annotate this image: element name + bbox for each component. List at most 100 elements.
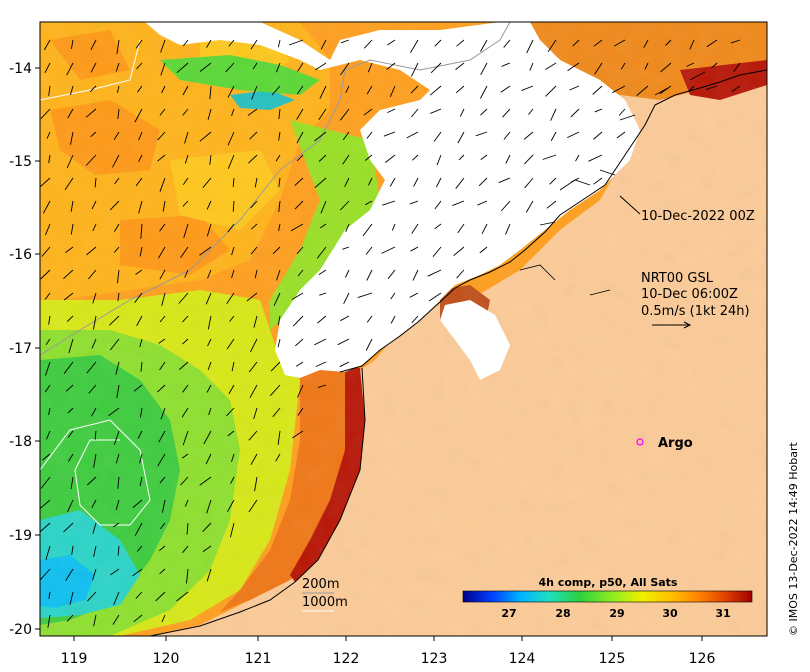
current-vector [475,131,488,137]
current-vector [288,39,304,46]
current-vector [43,39,51,51]
current-vector [134,108,143,123]
current-vector [92,315,97,330]
y-tick-label: -18 [9,434,32,450]
current-vector [157,154,166,162]
current-vector [295,361,304,367]
current-vector [113,246,120,253]
current-vector [254,269,258,279]
current-vector [250,246,258,255]
current-vector [505,223,511,235]
current-vector [227,430,235,437]
current-vector [161,499,166,513]
depth-label-1000m: 1000m [302,595,348,610]
current-vector [387,269,396,279]
current-vector [250,338,258,353]
current-vector [206,223,212,237]
current-vector [139,246,143,257]
current-vector [339,361,350,368]
current-vector [411,223,419,234]
current-vector [363,39,373,49]
current-vector [689,39,695,50]
current-vector [730,39,741,44]
current-vector [182,200,189,207]
current-vector [314,177,327,188]
current-vector [272,246,281,255]
current-vector [180,246,189,259]
current-vector [116,269,120,284]
current-vector [318,108,327,120]
current-vector [109,200,120,211]
current-vector [410,85,419,94]
current-vector [248,499,258,513]
current-vector [229,315,235,322]
current-vector [455,62,465,70]
current-vector [452,200,465,207]
current-vector [117,545,120,556]
colorbar-title: 4h comp, p50, All Sats [539,576,678,589]
current-vector [365,338,373,351]
current-vector [456,269,465,279]
current-vector [636,85,649,96]
current-vector [46,131,51,139]
current-vector [184,499,189,507]
depth-label-200m: 200m [302,577,339,592]
current-vector [206,384,212,393]
current-vector [549,177,557,185]
current-vector [570,177,580,183]
current-vector [117,292,120,301]
current-vector [480,39,488,52]
current-vector [65,246,74,253]
current-vector [232,177,235,187]
current-vector [250,200,258,209]
current-vector [67,430,74,438]
current-vector [389,85,396,97]
colorbar-tick: 30 [662,607,678,620]
current-vector [296,246,304,255]
current-vector [44,223,51,236]
current-vector [132,568,143,577]
current-vector [251,85,258,100]
current-vector [71,545,74,555]
y-tick-label: -14 [9,61,32,77]
current-vector [503,39,511,48]
current-vector [135,269,143,275]
current-vector [459,108,465,117]
current-vector [659,85,672,95]
current-vector [40,568,51,580]
current-vector [70,131,74,145]
current-vector [159,223,166,232]
current-vector [205,292,212,305]
current-vector [40,476,51,489]
y-tick-label: -20 [9,622,32,638]
current-vector [161,614,166,623]
current-vector [70,476,74,489]
current-vector [364,154,373,161]
current-vector [207,108,212,120]
current-vector [45,545,51,560]
current-vector [199,62,212,72]
current-vector [389,177,396,187]
y-tick-label: -15 [9,154,32,170]
current-vector [382,200,396,206]
current-vector [526,39,534,54]
current-vector [180,476,189,486]
current-vector [231,269,235,279]
current-vector [319,292,327,296]
current-vector [178,292,189,304]
current-vector [140,223,143,239]
current-vector [114,177,120,185]
y-tick-label: -17 [9,341,32,357]
current-vector [115,62,120,72]
current-legend: NRT00 GSL 10-Dec 06:00Z 0.5m/s (1kt 24h) [641,271,750,319]
current-vector [529,62,534,71]
current-vector [88,384,97,394]
current-vector [93,453,97,468]
current-vector [231,361,235,372]
current-vector [278,131,281,141]
current-vector [594,62,603,75]
current-vector [385,154,396,163]
current-vector [430,108,442,114]
current-vector [409,200,419,205]
current-vector [47,614,51,628]
